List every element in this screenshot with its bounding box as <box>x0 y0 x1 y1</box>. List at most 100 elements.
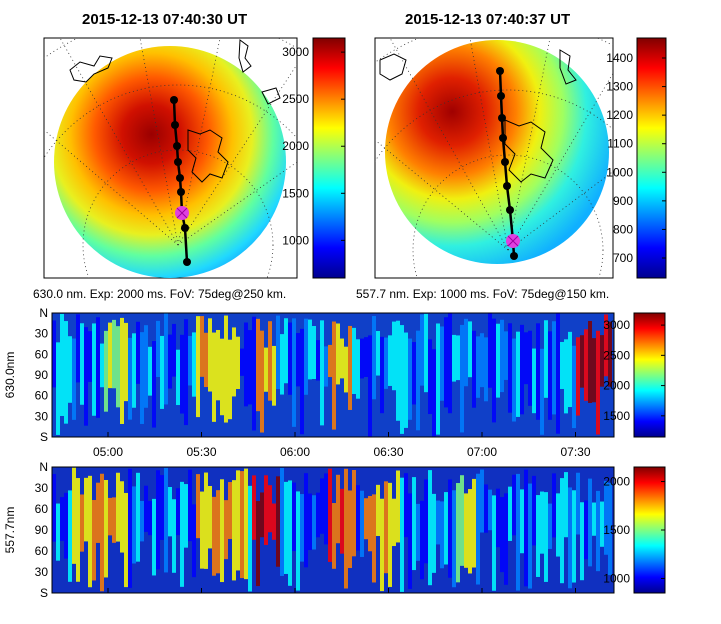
allsky-557-marker-cross <box>507 235 519 247</box>
keogram-streak <box>312 326 316 379</box>
keogram-streak <box>540 491 544 554</box>
keogram-streak <box>184 319 188 426</box>
colorbar-tick-label: 3000 <box>282 45 309 59</box>
colorbar-tick-label: 3000 <box>603 318 630 332</box>
keogram-ytick-label: 30 <box>35 565 49 579</box>
keogram-streak <box>580 335 584 388</box>
keogram-streak <box>340 488 344 554</box>
keogram-streak <box>392 321 396 391</box>
keogram-streak <box>572 490 576 583</box>
colorbar-tick-label: 1200 <box>606 108 633 122</box>
keogram-streak <box>476 473 480 585</box>
keogram-streak <box>480 333 484 388</box>
keogram-streak <box>64 492 68 559</box>
keogram-streak <box>472 478 476 568</box>
keogram-streak <box>196 474 200 539</box>
keogram-streak <box>84 327 88 426</box>
keogram-streak <box>524 332 528 385</box>
keogram-streak <box>520 324 524 415</box>
keogram-streak <box>132 333 136 408</box>
colorbar-tick-label: 1500 <box>282 186 309 200</box>
colorbar-tick-label: 2000 <box>282 139 309 153</box>
keogram-streak <box>368 335 372 437</box>
keogram-streak <box>84 477 88 542</box>
keogram-streak <box>444 492 448 565</box>
keogram-streak <box>412 477 416 571</box>
keogram-streak <box>568 331 572 408</box>
keogram-streak <box>264 347 268 392</box>
keogram-streak <box>316 340 320 381</box>
keogram-streak <box>512 474 516 536</box>
keogram-streak <box>512 338 516 422</box>
keogram-ytick-label: 60 <box>35 389 49 403</box>
allsky-630-coastline <box>69 39 281 183</box>
colorbar-tick-label: 2000 <box>603 379 630 393</box>
keogram-streak <box>268 485 272 533</box>
keogram-streak <box>524 469 528 587</box>
keogram-streak <box>160 475 164 540</box>
keogram-streak <box>136 472 140 562</box>
keogram-streak <box>360 338 364 379</box>
colorbar-tick-label: 2500 <box>603 348 630 362</box>
keogram-streak <box>180 334 184 414</box>
keogram-streak <box>264 475 268 545</box>
keogram-streak <box>488 313 492 388</box>
keogram-streak <box>408 338 412 420</box>
keogram-streak <box>208 485 212 549</box>
colorbar-tick-label: 1100 <box>607 137 633 151</box>
keogram-streak <box>204 472 208 569</box>
keogram-streak <box>336 474 340 544</box>
keogram-streak <box>272 345 276 406</box>
keogram-streak <box>500 497 504 573</box>
keogram-streak <box>468 489 472 574</box>
keogram-ytick-label: 30 <box>35 327 49 341</box>
keogram-streak <box>396 320 400 421</box>
keogram-streak <box>432 493 436 573</box>
keogram-streak <box>204 332 208 388</box>
keogram-streak <box>436 500 440 545</box>
keogram-streak <box>120 481 124 553</box>
keogram-streak <box>340 338 344 379</box>
keogram-streak <box>380 336 384 414</box>
allsky-630-track-points <box>170 96 191 266</box>
keogram-xtick-label: 07:00 <box>467 445 497 459</box>
keogram-streak <box>300 494 304 562</box>
keogram-streak <box>304 473 308 568</box>
keogram-streak <box>64 321 68 424</box>
keogram-streak <box>316 492 320 538</box>
keogram-streak <box>260 330 264 433</box>
keogram-streak <box>276 476 280 567</box>
keogram-streak <box>100 343 104 388</box>
keogram-630-frame <box>51 312 615 438</box>
keogram-streak <box>324 473 328 545</box>
keogram-streak <box>136 321 140 384</box>
keogram-streak <box>68 490 72 582</box>
allsky-630-marker-cross <box>176 207 188 219</box>
keogram-ylabel: 630.0nm <box>3 352 17 399</box>
keogram-streak <box>500 319 504 393</box>
keogram-streak <box>312 495 316 550</box>
keogram-streak <box>216 490 220 574</box>
keogram-streak <box>100 473 104 592</box>
allsky-630-grid <box>44 38 297 278</box>
keogram-streak <box>52 320 56 388</box>
keogram-streak <box>196 316 200 418</box>
keogram-streak <box>200 316 204 377</box>
keogram-streak <box>448 479 452 578</box>
keogram-streak <box>192 332 196 397</box>
keogram-streak <box>128 468 132 588</box>
keogram-streak <box>592 338 596 403</box>
keogram-streak <box>552 473 556 538</box>
keogram-streak <box>592 502 596 536</box>
keogram-streak <box>456 483 460 583</box>
keogram-streak <box>164 313 168 405</box>
keogram-streak <box>308 319 312 380</box>
keogram-streak <box>96 317 100 418</box>
allsky-630-title: 2015-12-13 07:40:30 UT <box>82 11 248 28</box>
keogram-streak <box>140 500 144 542</box>
keogram-streak <box>376 484 380 537</box>
colorbar-630-keogram <box>633 312 666 438</box>
allsky-557-track-points <box>496 67 518 260</box>
keogram-streak <box>456 335 460 381</box>
